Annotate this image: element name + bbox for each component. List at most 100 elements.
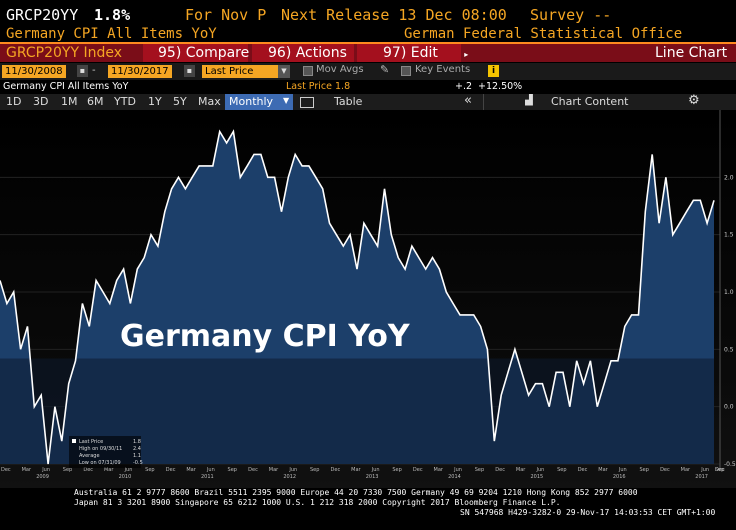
legend-label-last: Last Price xyxy=(79,439,103,445)
end-date-input[interactable]: 11/30/2017 xyxy=(108,65,172,78)
legend-value-avg: 1.1 xyxy=(133,453,141,459)
x-tick-label: Sep xyxy=(392,467,401,473)
header-divider xyxy=(0,42,736,44)
x-year-label: 2011 xyxy=(201,474,214,480)
source-label: German Federal Statistical Office xyxy=(404,26,683,42)
y-tick-label: 1.0 xyxy=(724,289,734,296)
x-tick-label: Jun xyxy=(700,467,709,473)
period-3d[interactable]: 3D xyxy=(33,95,49,108)
x-tick-label: Sep xyxy=(557,467,566,473)
x-tick-label: Sep xyxy=(228,467,237,473)
x-year-label: 2016 xyxy=(613,474,626,480)
x-tick-label: Jun xyxy=(371,467,380,473)
compare-button[interactable]: 95) Compare xyxy=(143,44,250,62)
x-year-label: 2010 xyxy=(119,474,132,480)
chart-area: 2.01.51.00.50.0-0.5 Dec Mar Jun Sep Dec Mar Ju… xyxy=(0,110,736,488)
x-tick-label: Dec xyxy=(715,467,725,473)
x-tick-label: Dec xyxy=(83,467,93,473)
x-tick-label: Dec xyxy=(413,467,423,473)
x-tick-label: Jun xyxy=(124,467,133,473)
x-tick-label: Mar xyxy=(598,467,608,473)
mov-avgs-checkbox[interactable] xyxy=(303,66,313,76)
pct-change-label: +12.50% xyxy=(478,81,523,92)
x-tick-label: Jun xyxy=(288,467,297,473)
x-tick-label: Sep xyxy=(715,467,724,473)
field-dropdown-icon[interactable]: ▼ xyxy=(278,65,290,78)
frequency-select[interactable]: Monthly ▼ xyxy=(225,94,293,110)
x-tick-label: Mar xyxy=(434,467,444,473)
start-calendar-icon[interactable]: ▪ xyxy=(77,65,88,77)
chart-content-button[interactable]: Chart Content xyxy=(551,95,629,108)
field-select[interactable]: Last Price xyxy=(202,65,280,78)
for-period-label: For Nov P xyxy=(185,6,267,24)
x-tick-label: Dec xyxy=(660,467,670,473)
compare-label: 95) Compare xyxy=(158,45,250,61)
x-tick-label: Dec xyxy=(166,467,176,473)
legend-bg xyxy=(69,436,141,468)
period-6m[interactable]: 6M xyxy=(87,95,104,108)
period-1d[interactable]: 1D xyxy=(6,95,22,108)
info-icon[interactable]: i xyxy=(488,65,499,77)
x-tick-label: Jun xyxy=(618,467,627,473)
x-tick-label: Jun xyxy=(453,467,462,473)
x-tick-label: Jun xyxy=(536,467,545,473)
table-label: Table xyxy=(334,95,363,108)
legend-label-avg: Average xyxy=(79,453,100,459)
end-calendar-icon[interactable]: ▪ xyxy=(184,65,195,77)
collapse-left-icon[interactable]: « xyxy=(464,94,472,108)
x-tick-label: Dec xyxy=(331,467,341,473)
period-ytd[interactable]: YTD xyxy=(114,95,136,108)
x-tick-label: Jun xyxy=(206,467,215,473)
next-release-label: Next Release 13 Dec 08:00 xyxy=(281,6,507,24)
x-tick-label: Sep xyxy=(475,467,484,473)
y-axis-ticks: 2.0 1.5 1.0 0.5 0.0 -0.5 xyxy=(724,174,736,468)
x-tick-label: Mar xyxy=(104,467,114,473)
footer-line-2: Japan 81 3 3201 8900 Singapore 65 6212 1… xyxy=(74,498,561,507)
x-year-label: 2014 xyxy=(448,474,461,480)
start-date-input[interactable]: 11/30/2008 xyxy=(2,65,66,78)
overlay-title: Germany CPI YoY xyxy=(120,319,411,354)
key-events-checkbox[interactable] xyxy=(401,66,411,76)
period-1m[interactable]: 1M xyxy=(61,95,78,108)
legend-label-high: High on 09/30/11 xyxy=(79,446,122,452)
x-tick-label: Sep xyxy=(639,467,648,473)
period-max[interactable]: Max xyxy=(198,95,221,108)
legend-label-low: Low on 07/31/09 xyxy=(79,460,121,466)
legend-value-last: 1.8 xyxy=(133,439,141,445)
x-tick-label: Dec xyxy=(1,467,11,473)
description-label: Germany CPI All Items YoY xyxy=(6,26,217,42)
date-controls: 11/30/2008 ▪ - 11/30/2017 ▪ Last Price ▼… xyxy=(0,63,736,80)
x-year-label: 2013 xyxy=(366,474,379,480)
x-year-label: 2017 xyxy=(695,474,708,480)
period-1y[interactable]: 1Y xyxy=(148,95,162,108)
series-name: Germany CPI All Items YoY xyxy=(3,81,129,92)
pencil-icon[interactable]: ✎ xyxy=(380,63,390,76)
x-tick-label: Mar xyxy=(681,467,691,473)
x-year-label: 2009 xyxy=(36,474,49,480)
period-5y[interactable]: 5Y xyxy=(173,95,187,108)
legend-swatch-last xyxy=(72,439,76,443)
edit-label: 97) Edit xyxy=(383,45,438,61)
footer-line-3: SN 547968 H429-3282-0 29-Nov-17 14:03:53… xyxy=(460,508,716,517)
survey-label: Survey -- xyxy=(530,6,612,24)
y-tick-label: 0.0 xyxy=(724,404,734,411)
change-label: +.2 xyxy=(455,81,473,92)
x-tick-label: Sep xyxy=(310,467,319,473)
series-line xyxy=(0,129,715,465)
chart-content-icon: ▟ xyxy=(525,95,533,106)
series-info-row: Germany CPI All Items YoY Last Price 1.8… xyxy=(0,80,736,93)
table-icon xyxy=(300,97,314,108)
key-events-label: Key Events xyxy=(415,64,471,75)
security-field[interactable]: GRCP20YY Index xyxy=(6,45,123,61)
edit-dropdown-icon: ▸ xyxy=(464,50,469,59)
legend-box: Last Price 1.8 High on 09/30/11 2.4 Aver… xyxy=(69,436,143,468)
settings-gear-icon[interactable]: ⚙ xyxy=(688,94,700,108)
last-price-label: Last Price 1.8 xyxy=(286,81,351,92)
legend-value-low: -0.5 xyxy=(133,460,143,466)
y-tick-label: 1.5 xyxy=(724,232,734,239)
actions-button[interactable]: 96) Actions ▸ xyxy=(252,44,361,62)
table-button[interactable]: Table xyxy=(300,94,368,110)
x-tick-label: Mar xyxy=(22,467,32,473)
edit-button[interactable]: 97) Edit ▸ xyxy=(357,44,468,62)
x-tick-label: Jun xyxy=(41,467,50,473)
